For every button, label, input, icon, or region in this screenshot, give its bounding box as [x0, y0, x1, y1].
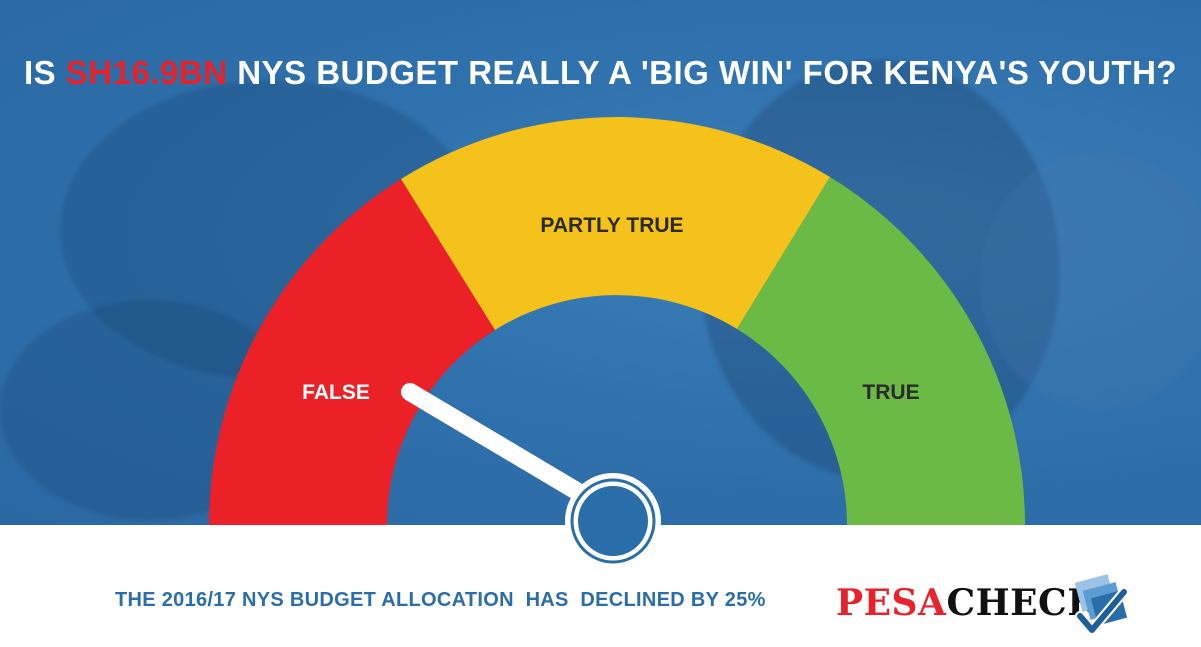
pesacheck-logo: PESACHECK: [836, 570, 1136, 640]
gauge-label-true: TRUE: [862, 381, 919, 404]
logo-wordmark: PESACHECK: [836, 582, 1099, 624]
checkmark-icon: [1074, 574, 1129, 635]
logo-part-pesa: PESA: [836, 582, 947, 624]
gauge-segment-true: [737, 177, 1025, 525]
gauge-segment-false: [209, 179, 495, 525]
conclusion-text: THE 2016/17 NYS BUDGET ALLOCATION HAS DE…: [115, 589, 766, 611]
gauge-label-false: FALSE: [302, 381, 370, 404]
headline-suffix: NYS BUDGET REALLY A 'BIG WIN' FOR KENYA'…: [227, 54, 1178, 91]
gauge-needle: [401, 383, 604, 511]
logo-part-check: CHECK: [946, 582, 1099, 624]
gauge-hub-center: [578, 486, 648, 556]
headline-prefix: IS: [23, 54, 66, 91]
gauge-hub-ring: [570, 478, 656, 564]
gauge-label-partly-true: PARTLY TRUE: [540, 214, 683, 237]
headline: IS SH16.9BN NYS BUDGET REALLY A 'BIG WIN…: [0, 54, 1201, 92]
gauge-segment-partly-true: [401, 117, 830, 331]
background-photo: [0, 0, 1201, 525]
headline-highlight: SH16.9BN: [65, 54, 228, 91]
